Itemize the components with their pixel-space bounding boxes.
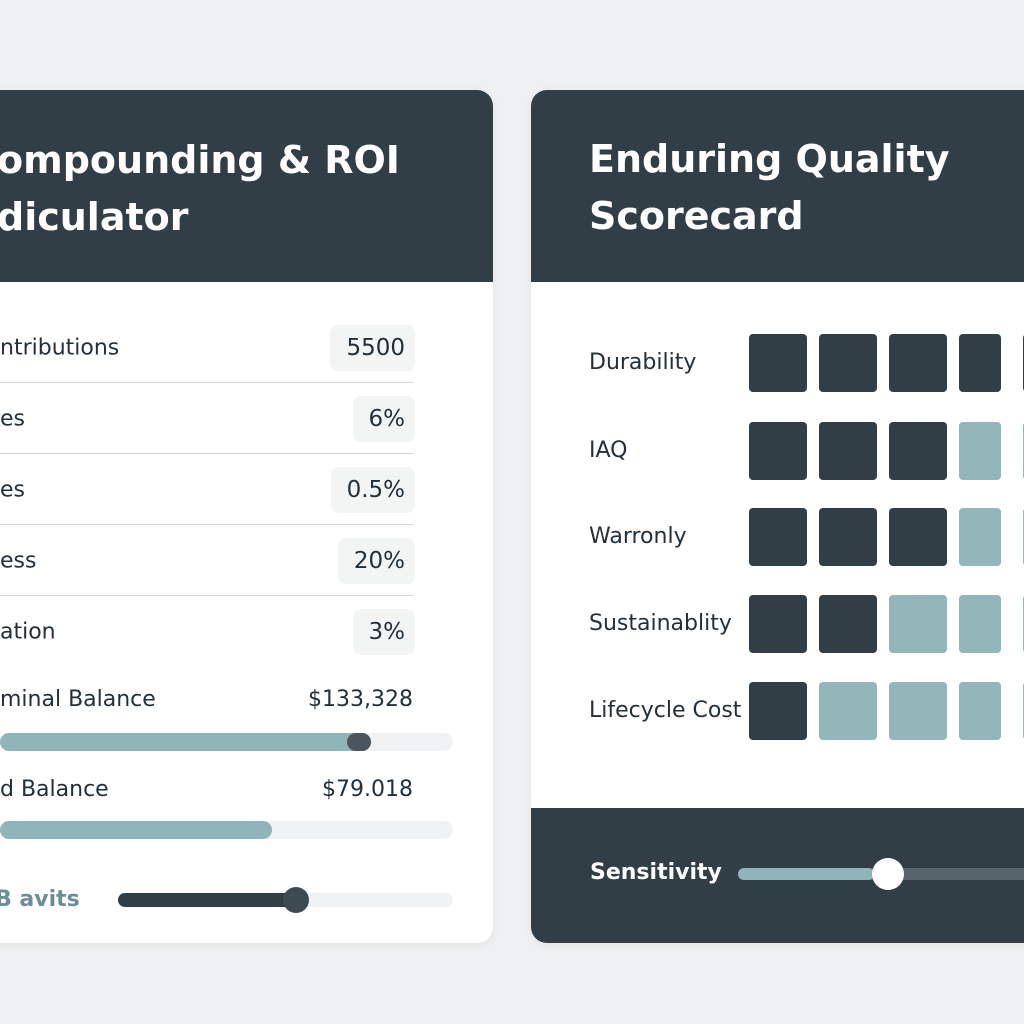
divider [0, 382, 413, 383]
score-cell[interactable] [959, 422, 1001, 480]
score-cell[interactable] [749, 334, 807, 392]
divider [0, 524, 413, 525]
sensitivity-label: Sensitivity [590, 860, 722, 885]
score-cell[interactable] [819, 595, 877, 653]
field-input[interactable]: 0.5% [330, 466, 415, 513]
score-cell[interactable] [959, 682, 1001, 740]
card-title-line1: Enduring Quality [589, 137, 950, 181]
card-title-line2: Scorecard [589, 194, 804, 238]
card-header: ompounding & ROI diculator [0, 90, 493, 282]
score-cell[interactable] [959, 334, 1001, 392]
balance-value: $79.018 [322, 777, 413, 802]
card-title-line2: diculator [0, 195, 189, 239]
field-input[interactable]: 5500 [330, 324, 415, 371]
roi-calculator-card: ompounding & ROI diculator ntributions 5… [0, 90, 493, 943]
score-cell[interactable] [749, 508, 807, 566]
slider-label: B avits [0, 887, 80, 912]
score-cell[interactable] [889, 508, 947, 566]
sensitivity-slider[interactable] [738, 858, 1024, 890]
card-title-line1: ompounding & ROI [0, 138, 400, 182]
quality-scorecard-card: Enduring Quality Scorecard Durability IAQ… [531, 90, 1024, 943]
field-input[interactable]: 3% [352, 608, 415, 655]
balance-value: $133,328 [308, 687, 413, 712]
score-cell[interactable] [889, 682, 947, 740]
card-header: Enduring Quality Scorecard [531, 90, 1024, 282]
field-label: ess [0, 548, 37, 573]
score-cell[interactable] [889, 422, 947, 480]
field-label: ntributions [0, 335, 120, 360]
balance-label: minal Balance [0, 687, 156, 712]
score-cell[interactable] [959, 508, 1001, 566]
criterion-label: IAQ [589, 438, 628, 463]
field-row: ess 20% [0, 525, 453, 596]
field-label: es [0, 477, 25, 502]
field-input[interactable]: 20% [337, 537, 415, 584]
score-cell[interactable] [819, 334, 877, 392]
real-balance-bar [0, 821, 453, 839]
field-row: es 0.5% [0, 454, 453, 525]
score-cell[interactable] [749, 682, 807, 740]
real-balance-fill [0, 821, 272, 839]
score-cell[interactable] [819, 422, 877, 480]
criterion-label: Warronly [589, 524, 687, 549]
field-label: ation [0, 619, 56, 644]
score-cell[interactable] [749, 595, 807, 653]
slider-fill [118, 893, 296, 907]
score-cell[interactable] [889, 595, 947, 653]
score-cell[interactable] [959, 595, 1001, 653]
criterion-label: Sustainablity [589, 611, 732, 636]
field-input[interactable]: 6% [352, 395, 415, 442]
score-cell[interactable] [749, 422, 807, 480]
scorecard-footer: Sensitivity [531, 808, 1024, 943]
nominal-balance-fill [0, 733, 372, 751]
divider [0, 453, 413, 454]
field-row: ation 3% [0, 596, 453, 667]
criterion-label: Durability [589, 350, 697, 375]
nominal-balance-bar [0, 733, 453, 751]
nominal-balance-marker [347, 733, 372, 751]
sensitivity-fill [738, 868, 874, 880]
score-cell[interactable] [819, 682, 877, 740]
nominal-balance: minal Balance $133,328 [0, 687, 413, 712]
slider-thumb[interactable] [282, 887, 309, 913]
left-slider[interactable] [118, 887, 453, 913]
sensitivity-thumb[interactable] [872, 858, 904, 890]
field-label: es [0, 406, 25, 431]
balance-label: d Balance [0, 777, 109, 802]
divider [0, 595, 413, 596]
real-balance: d Balance $79.018 [0, 777, 413, 802]
criterion-label: Lifecycle Cost [589, 698, 742, 723]
field-row: es 6% [0, 383, 453, 454]
score-cell[interactable] [889, 334, 947, 392]
score-cell[interactable] [819, 508, 877, 566]
field-row: ntributions 5500 [0, 312, 453, 383]
